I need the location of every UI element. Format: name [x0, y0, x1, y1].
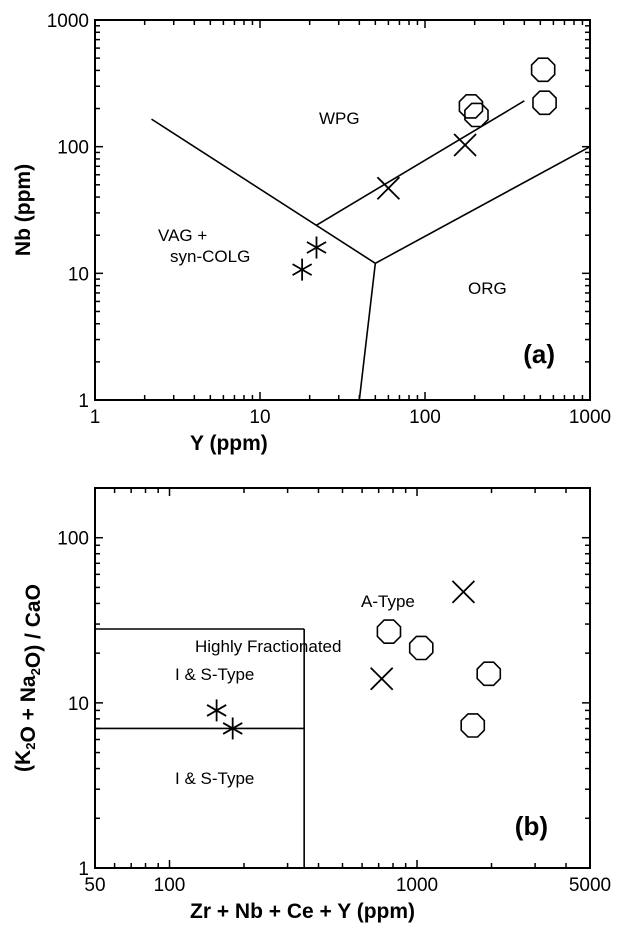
label-char: O [22, 584, 45, 600]
x-tick-label: 1000 [396, 875, 438, 896]
label-char: N [17, 687, 40, 702]
cross-stroke [453, 133, 477, 157]
label-char: ) [22, 645, 45, 652]
boundary-line [316, 100, 525, 226]
region-label: WPG [319, 109, 360, 128]
panel-label: (a) [523, 339, 555, 369]
label-char: O [17, 726, 40, 742]
boundary-line [374, 145, 591, 265]
asterisk-marker [206, 699, 227, 722]
y-tick-label: 10 [68, 264, 89, 285]
x-axis-title: Zr + Nb + Ce + Y (ppm) [190, 900, 415, 923]
x-tick-label: 100 [409, 407, 441, 428]
boundary-line [358, 263, 377, 401]
x-tick-label: 5000 [569, 875, 611, 896]
asterisk-marker [292, 258, 313, 281]
region-label: syn-COLG [170, 247, 250, 266]
subscript: 2 [28, 668, 43, 675]
octagon-marker [460, 713, 486, 738]
asterisk-marker [306, 236, 327, 259]
octagon-marker [464, 102, 489, 128]
octagon-marker [476, 661, 502, 687]
y-tick-label: 1 [78, 391, 89, 412]
label-char: a [17, 675, 40, 687]
cross-marker [376, 176, 401, 200]
plot-frame [94, 19, 591, 401]
y-axis-title: (K2O + Na2O) / CaO [12, 584, 45, 772]
octagon-marker [532, 90, 557, 116]
subscript: 2 [23, 743, 38, 750]
y-tick-label: 1 [78, 859, 89, 880]
octagon-marker [530, 57, 556, 83]
asterisk-stroke [292, 263, 313, 276]
label-char: + [17, 708, 40, 720]
cross-stroke [376, 176, 401, 200]
label-char: a [22, 600, 45, 612]
y-tick-label: 100 [57, 529, 89, 550]
y-axis-title: Nb (ppm) [12, 164, 35, 256]
y-tick-label: 1000 [47, 11, 89, 32]
y-tick-label: 100 [57, 138, 89, 159]
boundary-line [151, 118, 376, 264]
region-label: VAG + [158, 226, 207, 245]
octagon-marker [376, 619, 402, 645]
panel-a: 1 10 100 1000 1 10 100 1000 Y (ppm) Nb (ppm) WPG VA… [12, 11, 611, 455]
label-char: / [22, 633, 45, 639]
region-label: Highly Fractionated [195, 637, 341, 656]
asterisk-marker [222, 717, 243, 740]
cross-stroke [370, 667, 394, 691]
x-tick-label: 100 [154, 875, 186, 896]
panel-label: (b) [515, 811, 548, 841]
x-tick-label: 1 [90, 407, 101, 428]
cross-marker [453, 133, 477, 157]
asterisk-stroke [206, 704, 227, 717]
region-label: A-Type [361, 592, 415, 611]
cross-marker [451, 580, 476, 604]
region-label: I & S-Type [175, 665, 254, 684]
octagon-marker [458, 94, 484, 119]
cross-marker [370, 667, 394, 691]
x-axis-title: Y (ppm) [190, 432, 268, 455]
label-char: ( [12, 765, 35, 772]
asterisk-stroke [306, 241, 327, 254]
label-char: O [22, 652, 45, 668]
cross-stroke [451, 580, 476, 604]
x-tick-label: 50 [84, 875, 105, 896]
region-label: ORG [468, 279, 507, 298]
x-tick-label: 1000 [569, 407, 611, 428]
label-char: K [12, 750, 35, 765]
label-char: C [22, 612, 45, 627]
region-label: I & S-Type [175, 769, 254, 788]
y-tick-label: 10 [68, 694, 89, 715]
asterisk-stroke [222, 722, 243, 735]
octagon-marker [408, 635, 434, 661]
x-tick-label: 10 [249, 407, 270, 428]
